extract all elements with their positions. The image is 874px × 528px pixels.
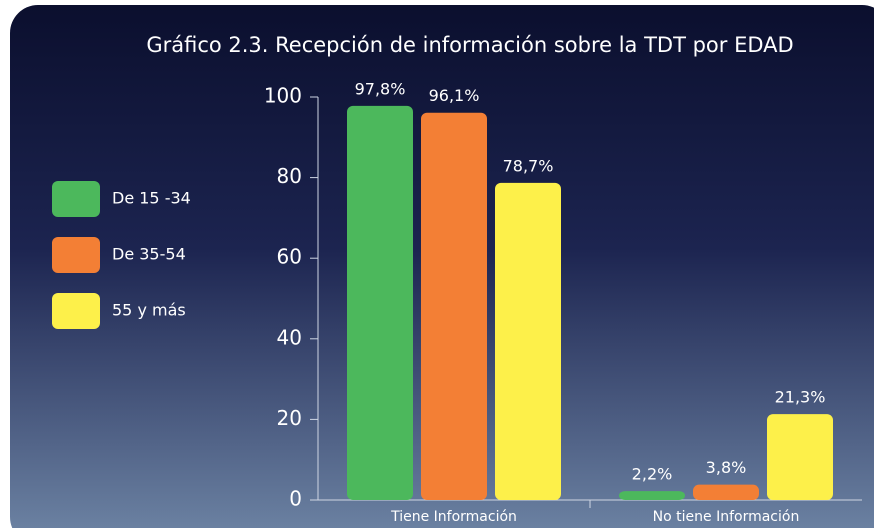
value-label: 97,8% bbox=[355, 79, 406, 98]
y-tick-label: 20 bbox=[277, 406, 302, 430]
legend-label: De 35-54 bbox=[112, 245, 186, 264]
bar bbox=[693, 484, 759, 500]
y-tick-label: 0 bbox=[289, 487, 302, 511]
chart-title: Gráfico 2.3. Recepción de información so… bbox=[146, 33, 793, 57]
x-tick-label: Tiene Información bbox=[390, 509, 517, 525]
bar bbox=[421, 112, 487, 500]
bar bbox=[347, 105, 413, 500]
value-label: 96,1% bbox=[429, 86, 480, 105]
legend-label: De 15 -34 bbox=[112, 189, 191, 208]
y-tick-label: 40 bbox=[277, 325, 302, 349]
value-label: 2,2% bbox=[632, 465, 673, 484]
bar bbox=[767, 414, 833, 500]
legend-swatch bbox=[52, 293, 100, 329]
value-label: 21,3% bbox=[775, 388, 826, 407]
bar bbox=[495, 182, 561, 501]
value-label: 3,8% bbox=[706, 458, 747, 477]
x-tick-label: No tiene Información bbox=[653, 509, 800, 525]
y-tick-label: 100 bbox=[264, 84, 302, 108]
legend-label: 55 y más bbox=[112, 301, 186, 320]
value-label: 78,7% bbox=[503, 156, 554, 175]
bar bbox=[619, 491, 685, 500]
legend-swatch bbox=[52, 237, 100, 273]
y-tick-label: 60 bbox=[277, 245, 302, 269]
y-tick-label: 80 bbox=[277, 164, 302, 188]
legend-swatch bbox=[52, 181, 100, 217]
